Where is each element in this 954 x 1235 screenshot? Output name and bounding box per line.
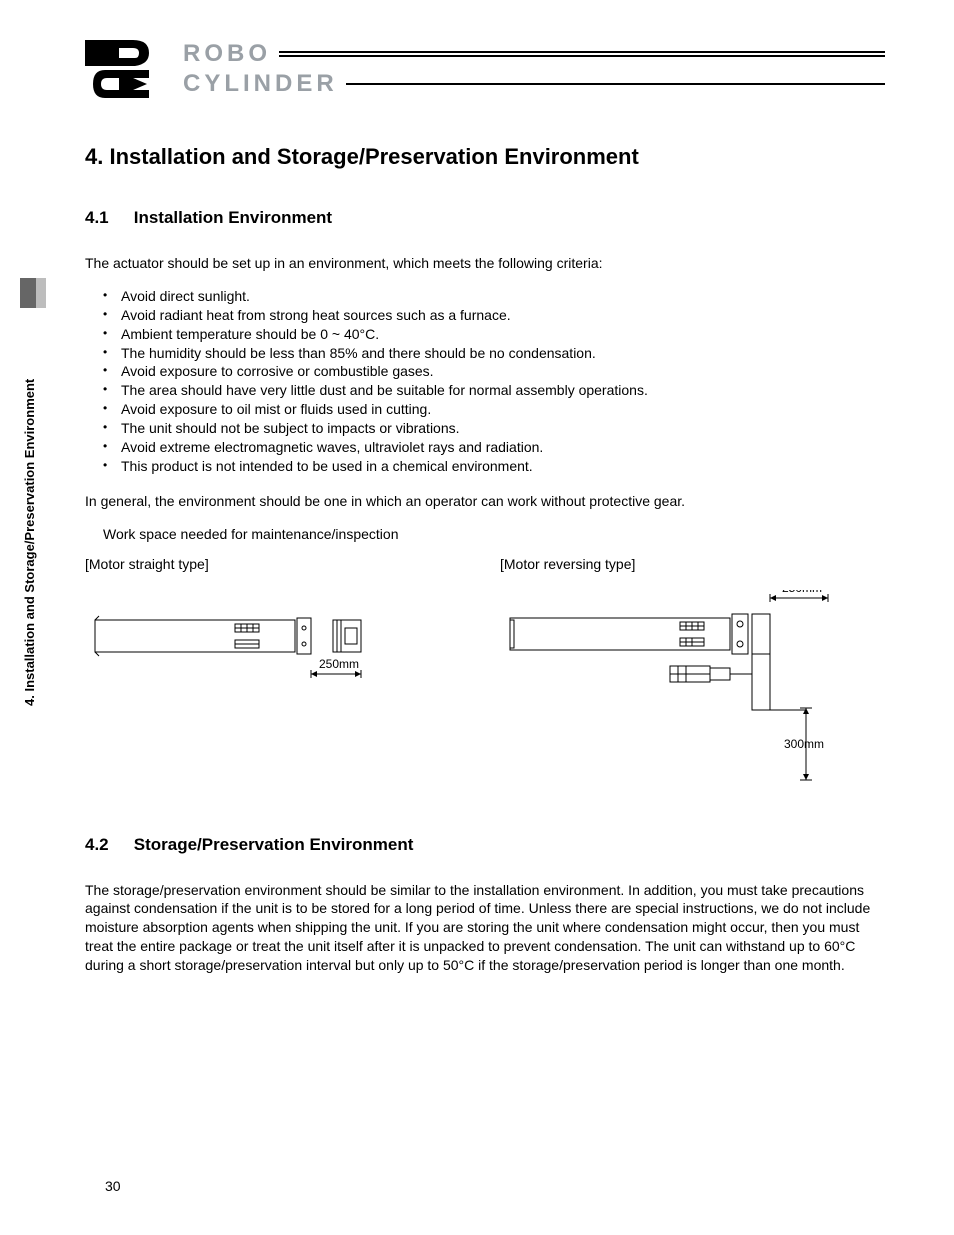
logo-word-1: ROBO <box>183 40 271 68</box>
dim-reversing-below: 300mm <box>784 737 824 751</box>
page-title: 4. Installation and Storage/Preservation… <box>85 144 885 170</box>
logo-text: ROBO CYLINDER <box>183 40 885 98</box>
criteria-item: The area should have very little dust an… <box>103 381 885 400</box>
side-tab-label: 4. Installation and Storage/Preservation… <box>22 379 37 706</box>
section-4-2-heading: 4.2 Storage/Preservation Environment <box>85 835 885 855</box>
logo-rule-bottom <box>346 83 885 85</box>
logo-mark <box>85 40 173 98</box>
general-note: In general, the environment should be on… <box>85 492 885 511</box>
criteria-item: Ambient temperature should be 0 ~ 40°C. <box>103 325 885 344</box>
diagram-straight-label: [Motor straight type] <box>85 556 470 572</box>
workspace-note: Work space needed for maintenance/inspec… <box>103 525 885 544</box>
body-4-2: The storage/preservation environment sho… <box>85 881 885 975</box>
criteria-item: Avoid radiant heat from strong heat sour… <box>103 306 885 325</box>
side-tab: 4. Installation and Storage/Preservation… <box>20 278 46 708</box>
logo-header: ROBO CYLINDER <box>85 40 885 98</box>
diagram-straight-svg: 250mm <box>85 590 425 710</box>
criteria-item: Avoid exposure to corrosive or combustib… <box>103 362 885 381</box>
side-tab-dark <box>20 278 36 308</box>
dim-reversing-right: 250mm <box>782 590 822 595</box>
diagram-straight: [Motor straight type] <box>85 556 470 795</box>
criteria-item: Avoid direct sunlight. <box>103 287 885 306</box>
diagram-reversing: [Motor reversing type] 250mm <box>500 556 885 795</box>
section-4-1-heading: 4.1 Installation Environment <box>85 208 885 228</box>
dim-straight-right: 250mm <box>319 657 359 671</box>
criteria-list: Avoid direct sunlight. Avoid radiant hea… <box>103 287 885 476</box>
section-4-2-text: Storage/Preservation Environment <box>134 835 414 854</box>
logo-rule-top <box>279 51 885 57</box>
diagram-reversing-svg: 250mm <box>500 590 880 790</box>
diagram-reversing-label: [Motor reversing type] <box>500 556 885 572</box>
diagrams-row: [Motor straight type] <box>85 556 885 795</box>
section-4-1-text: Installation Environment <box>134 208 332 227</box>
page-number: 30 <box>105 1178 121 1194</box>
section-4-1-num: 4.1 <box>85 208 129 228</box>
section-4-2-num: 4.2 <box>85 835 129 855</box>
logo-word-2: CYLINDER <box>183 70 338 98</box>
criteria-item: The humidity should be less than 85% and… <box>103 344 885 363</box>
criteria-item: Avoid exposure to oil mist or fluids use… <box>103 400 885 419</box>
criteria-item: The unit should not be subject to impact… <box>103 419 885 438</box>
page-content: ROBO CYLINDER 4. Installation and Storag… <box>85 40 885 989</box>
intro-4-1: The actuator should be set up in an envi… <box>85 254 885 273</box>
side-tab-light <box>36 278 46 308</box>
criteria-item: Avoid extreme electromagnetic waves, ult… <box>103 438 885 457</box>
criteria-item: This product is not intended to be used … <box>103 457 885 476</box>
